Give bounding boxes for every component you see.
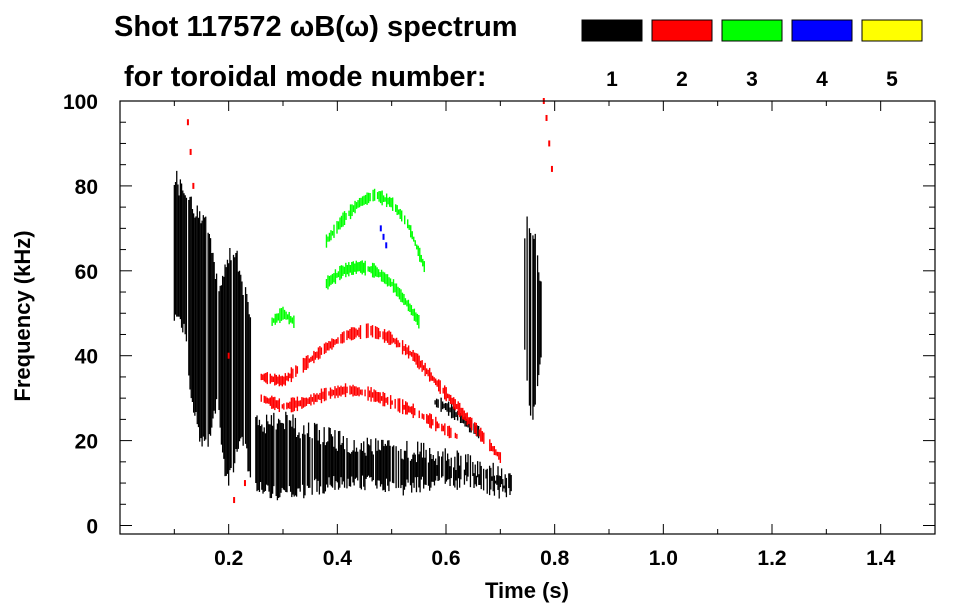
x-tick-label-1.4: 1.4 <box>866 547 896 570</box>
scatter-point <box>550 165 553 172</box>
series-2-mode-1 <box>255 411 512 501</box>
y-axis-label: Frequency (kHz) <box>10 230 35 401</box>
plot-marks <box>173 98 553 504</box>
scatter-point <box>243 480 246 487</box>
series-9-mode-3 <box>325 260 420 329</box>
scatter-point <box>186 119 189 126</box>
series-11-mode-4 <box>379 225 388 249</box>
scatter-point <box>233 497 236 504</box>
x-axis-label: Time (s) <box>485 578 569 603</box>
series-5-mode-2 <box>260 323 502 463</box>
legend-label-3: 3 <box>746 68 758 91</box>
legend-swatch-2 <box>651 19 713 42</box>
series-1-mode-1 <box>173 170 252 486</box>
scatter-point <box>192 182 195 189</box>
chart-title-line1: Shot 117572 ωB(ω) spectrum <box>114 11 518 43</box>
series-7-mode-2 <box>186 98 553 504</box>
x-tick-label-0.8: 0.8 <box>540 547 570 570</box>
plot-frame <box>119 100 936 535</box>
series-6-mode-2 <box>260 383 458 439</box>
x-tick-label-1.0: 1.0 <box>649 547 678 570</box>
scatter-point <box>548 140 551 147</box>
y-axis: 0 20 40 60 80 100 <box>63 91 935 539</box>
scatter-point <box>227 352 230 359</box>
y-tick-label-80: 80 <box>75 176 98 199</box>
legend: 1 2 3 4 5 <box>581 19 923 91</box>
legend-label-4: 4 <box>816 68 828 91</box>
y-tick-label-40: 40 <box>75 346 98 369</box>
chart-title-line2: for toroidal mode number: <box>124 61 487 93</box>
x-tick-label-0.4: 0.4 <box>323 547 353 570</box>
legend-label-5: 5 <box>886 68 898 91</box>
legend-swatch-4 <box>791 19 853 42</box>
scatter-point <box>382 233 385 240</box>
series-8-mode-3 <box>325 188 425 273</box>
legend-label-2: 2 <box>676 68 688 91</box>
x-tick-label-0.2: 0.2 <box>214 547 243 570</box>
scatter-point <box>189 148 192 155</box>
y-tick-label-20: 20 <box>75 431 98 454</box>
y-tick-label-60: 60 <box>75 261 98 284</box>
series-10-mode-3 <box>271 306 295 328</box>
series-4-mode-1 <box>524 216 542 420</box>
x-tick-label-0.6: 0.6 <box>431 547 460 570</box>
scatter-point <box>379 225 382 232</box>
x-axis: 0.2 0.4 0.6 0.8 1.0 1.2 1.4 <box>173 101 936 570</box>
scatter-point <box>385 242 388 249</box>
x-tick-label-1.2: 1.2 <box>757 547 786 570</box>
legend-swatch-3 <box>721 19 783 42</box>
y-tick-label-100: 100 <box>63 91 98 114</box>
legend-label-1: 1 <box>606 68 618 91</box>
scatter-point <box>545 114 548 121</box>
legend-swatch-1 <box>581 19 643 42</box>
legend-swatch-5 <box>861 19 923 42</box>
y-tick-label-0: 0 <box>86 516 98 539</box>
